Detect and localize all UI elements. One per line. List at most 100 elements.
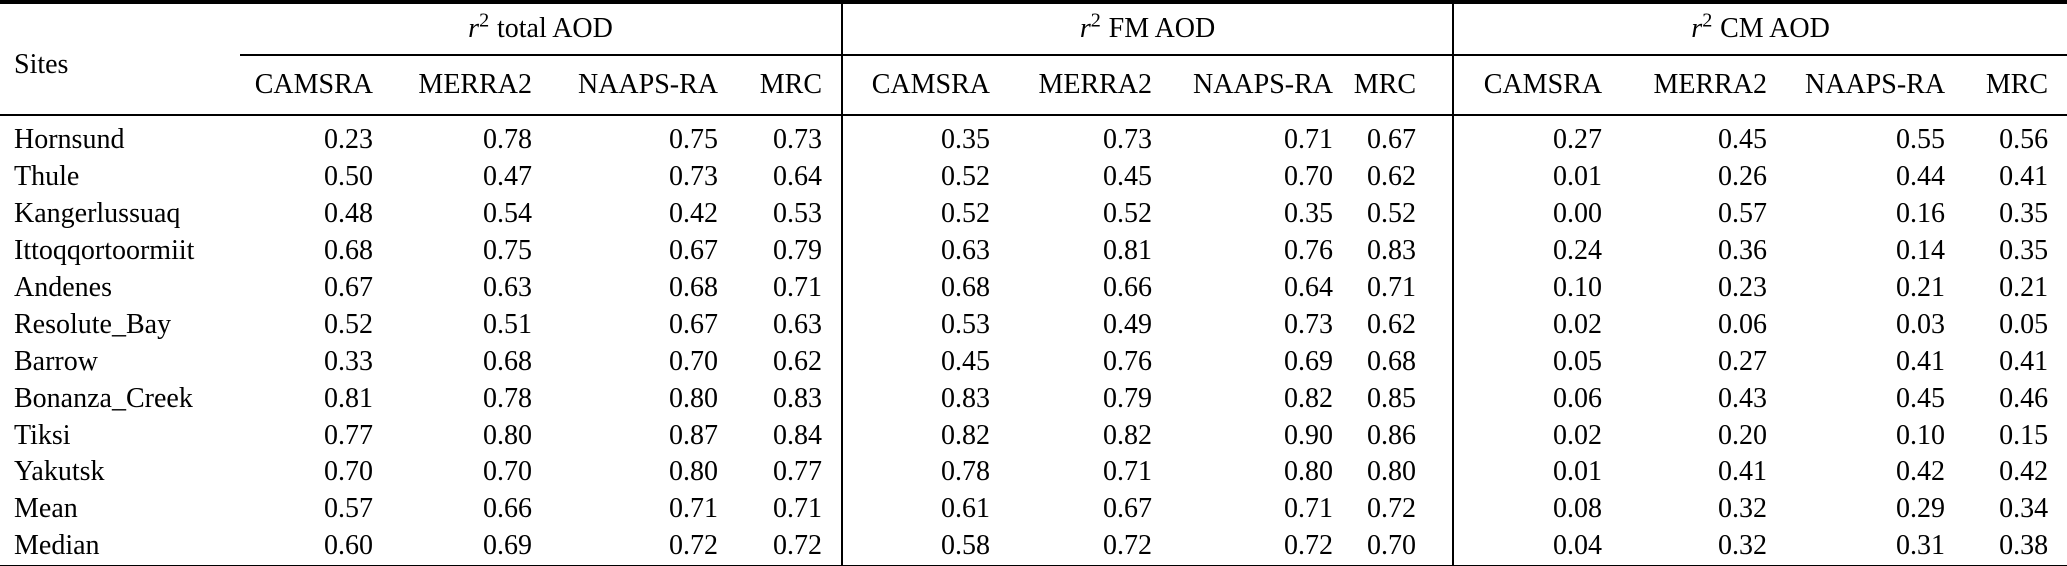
value-cell: 0.64 [773,161,823,193]
column-header-naaps-ra: NAAPS-RA [1779,55,1958,116]
value-cell: 0.71 [669,493,718,525]
sites-column-header: Sites [0,2,240,116]
value-cell: 0.68 [841,269,1003,307]
value-cell: 0.49 [1103,308,1153,340]
table-body: Hornsund 0.23 0.78 0.75 0.73 0.35 0.73 0.71 0.67… [0,115,2067,566]
value-cell: 0.70 [669,345,718,377]
site-name: Bonanza_Creek [14,382,193,414]
table-row: Yakutsk 0.70 0.70 0.80 0.77 0.78 0.71 0.80 0.80 0… [0,454,2067,491]
value-cell: 0.71 [1284,493,1334,525]
value-cell: 0.41 [1896,345,1946,377]
value-cell: 0.73 [773,124,823,156]
value-cell: 0.70 [1284,161,1334,193]
value-cell: 0.82 [1103,419,1153,451]
group-header-fm-aod: r2 FM AOD [841,2,1454,56]
value-cell: 0.29 [1896,493,1946,525]
value-cell: 0.03 [1896,308,1946,340]
value-cell: 0.24 [1452,232,1615,270]
model-header-row: CAMSRA MERRA2 NAAPS-RA MRC CAMSRA MERRA2… [0,55,2067,116]
value-cell: 0.42 [1896,456,1946,488]
value-cell: 0.83 [1367,235,1417,267]
column-header-camsra: CAMSRA [240,55,385,116]
value-cell: 0.44 [1896,161,1946,193]
value-cell: 0.78 [483,382,532,414]
value-cell: 0.16 [1896,198,1946,230]
table-row: Ittoqqortoormiit 0.68 0.75 0.67 0.79 0.63 0.81… [0,232,2067,270]
value-cell: 0.46 [1999,382,2049,414]
value-cell: 0.52 [841,195,1003,233]
value-cell: 0.47 [483,161,532,193]
r-symbol: r [1691,13,1703,44]
value-cell: 0.80 [483,419,532,451]
r-exponent: 2 [479,9,490,32]
value-cell: 0.21 [1896,272,1946,303]
value-cell: 0.78 [841,454,1003,491]
value-cell: 0.62 [1367,308,1417,340]
value-cell: 0.50 [324,161,373,193]
site-name: Median [14,530,100,562]
value-cell: 0.41 [1718,456,1768,488]
group-label: total AOD [496,13,613,44]
value-cell: 0.54 [483,198,532,230]
column-header-camsra: CAMSRA [841,55,1003,116]
column-header-merra2: MERRA2 [385,55,544,116]
value-cell: 0.85 [1367,382,1417,414]
value-cell: 0.75 [669,124,718,156]
value-cell: 0.52 [1367,198,1417,230]
value-cell: 0.33 [324,345,373,377]
value-cell: 0.61 [841,490,1003,528]
site-name: Kangerlussuaq [14,198,181,230]
table-row: Thule 0.50 0.47 0.73 0.64 0.52 0.45 0.70 0.62 0.0… [0,158,2067,196]
value-cell: 0.35 [1999,235,2049,267]
column-header-naaps-ra: NAAPS-RA [544,55,730,116]
value-cell: 0.45 [1103,161,1153,193]
site-name: Resolute_Bay [14,308,172,340]
value-cell: 0.63 [483,272,532,303]
value-cell: 0.79 [773,235,823,267]
value-cell: 0.34 [1999,493,2049,525]
column-header-mrc: MRC [730,55,843,116]
value-cell: 0.81 [1103,235,1153,267]
value-cell: 0.27 [1452,115,1615,159]
value-cell: 0.06 [1718,308,1768,340]
value-cell: 0.83 [773,382,823,414]
value-cell: 0.41 [1999,161,2049,193]
value-cell: 0.86 [1367,419,1417,451]
site-name: Barrow [14,345,98,377]
value-cell: 0.64 [1284,272,1334,303]
group-header-total-aod: r2 total AOD [240,2,843,56]
table-row: Barrow 0.33 0.68 0.70 0.62 0.45 0.76 0.69 0.68 0.… [0,343,2067,381]
value-cell: 0.26 [1718,161,1768,193]
value-cell: 0.20 [1718,419,1768,451]
value-cell: 0.23 [324,124,373,156]
table-row: Mean 0.57 0.66 0.71 0.71 0.61 0.67 0.71 0.72 0.08… [0,490,2067,528]
value-cell: 0.71 [1103,456,1153,488]
value-cell: 0.55 [1896,124,1946,156]
value-cell: 0.48 [324,198,373,230]
table-row: Bonanza_Creek 0.81 0.78 0.80 0.83 0.83 0.79 0.8… [0,380,2067,418]
column-header-naaps-ra: NAAPS-RA [1164,55,1346,116]
column-header-camsra: CAMSRA [1452,55,1615,116]
value-cell: 0.38 [1999,530,2049,562]
group-label: FM AOD [1108,13,1216,44]
site-name: Mean [14,493,78,525]
value-cell: 0.10 [1896,419,1946,451]
value-cell: 0.69 [1284,345,1334,377]
value-cell: 0.72 [773,530,823,562]
value-cell: 0.87 [669,419,718,451]
value-cell: 0.70 [324,456,373,488]
value-cell: 0.80 [1284,456,1334,488]
value-cell: 0.76 [1103,345,1153,377]
value-cell: 0.45 [1896,382,1946,414]
value-cell: 0.90 [1284,419,1334,451]
value-cell: 0.56 [1999,124,2049,156]
value-cell: 0.42 [669,198,718,230]
value-cell: 0.73 [1103,124,1153,156]
value-cell: 0.72 [669,530,718,562]
table-header: Sites r2 total AOD r2 FM AOD r2 CM AOD CAMS… [0,2,2067,116]
value-cell: 0.53 [841,306,1003,344]
value-cell: 0.77 [773,456,823,488]
value-cell: 0.72 [1284,530,1334,562]
